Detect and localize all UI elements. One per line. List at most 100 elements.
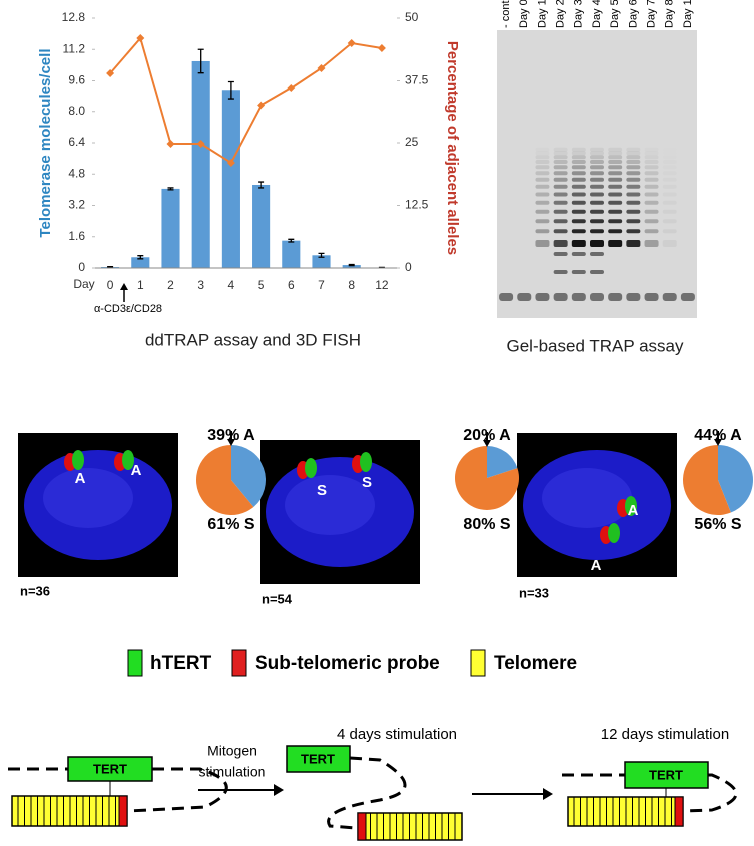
fish-n: n=33 (519, 585, 549, 600)
gel-band (644, 209, 659, 214)
line-marker (106, 69, 115, 77)
bar (221, 90, 240, 268)
x-tick-label: 3 (197, 278, 204, 292)
gel-band (553, 151, 568, 156)
fish-label: A (131, 462, 142, 479)
y-tick-label: 6.4 (68, 135, 85, 149)
bar (342, 265, 361, 268)
gel-band (571, 147, 586, 152)
y-tick-label: 9.6 (68, 73, 85, 87)
gel-band (499, 293, 514, 301)
gel-band (590, 192, 604, 197)
line-marker (377, 44, 386, 52)
stage-label: 12 days stimulation (601, 726, 729, 743)
gel-band (644, 293, 659, 301)
pie-slice (487, 446, 518, 478)
gel-band (553, 155, 568, 160)
legend-swatch (470, 649, 486, 677)
gel-band (626, 229, 641, 234)
error-bar (137, 255, 144, 260)
gel-band (608, 151, 623, 156)
gel-band (535, 160, 550, 164)
gel-band (590, 147, 604, 152)
gel-band (590, 177, 604, 182)
gene-box (286, 745, 351, 773)
bar (161, 188, 180, 268)
gel-band (626, 209, 641, 214)
gel-band (535, 151, 549, 155)
gel-band (590, 293, 604, 301)
gel-band (608, 184, 623, 189)
x-tick-label: 12 (375, 278, 389, 292)
gel-band (590, 171, 604, 176)
gel-band (553, 270, 568, 274)
gel-band (663, 193, 677, 197)
gel-band (571, 219, 586, 224)
gel-band (608, 219, 623, 224)
gel-band (663, 160, 677, 164)
y2-tick-label: 25 (405, 135, 419, 149)
y-label: Telomerase molecules/cell (37, 49, 54, 238)
pie-slice (683, 445, 731, 515)
gel-band (644, 184, 659, 189)
gel-band (644, 160, 659, 164)
gel-band (626, 219, 641, 224)
x-tick-label: 4 (228, 278, 235, 292)
gel-band (553, 229, 568, 234)
gel-band (553, 252, 568, 256)
gel-band (571, 252, 586, 256)
arrowhead (543, 788, 553, 800)
gene-box (624, 761, 709, 789)
lane-label: Day 6 (627, 0, 639, 28)
gel-band (553, 177, 568, 182)
gel-caption: Gel-based TRAP assay (506, 336, 684, 355)
x-tick-label: 1 (137, 278, 144, 292)
gel-band (663, 185, 677, 189)
nucleus-texture (43, 468, 133, 528)
bar (252, 184, 271, 268)
gel-band (553, 184, 568, 189)
telomeres (11, 795, 684, 841)
gel-band (663, 155, 677, 159)
gel-band (626, 147, 641, 152)
bar (131, 257, 150, 268)
gel-band (590, 165, 604, 170)
gel-band (571, 240, 586, 247)
gel-band (590, 240, 604, 247)
gel-band (644, 165, 659, 170)
nucleus-texture (542, 468, 632, 528)
subtelomere (674, 796, 684, 827)
gel-band (608, 177, 623, 182)
gel-band (590, 160, 604, 164)
lane-label: Day 12 (682, 0, 694, 28)
fish-label: A (75, 470, 86, 487)
annotation-arrowhead (120, 283, 128, 290)
gel-band (535, 192, 550, 197)
gel-band (517, 293, 532, 301)
gel-band (571, 155, 586, 160)
gel-band (644, 171, 659, 176)
gel-band (626, 151, 641, 156)
y-tick-label: 3.2 (68, 198, 85, 212)
error-bar (167, 187, 174, 191)
gel-band (626, 177, 641, 182)
gel-band (535, 184, 550, 189)
lane-label: Day 4 (591, 0, 603, 28)
gel-band (571, 177, 586, 182)
y2-tick-label: 12.5 (405, 198, 429, 212)
bar (191, 60, 210, 268)
lane-label: Day 0 (518, 0, 530, 28)
gene-label: TERT (93, 761, 127, 776)
bar (312, 255, 331, 268)
pie-label: 61% S (207, 516, 254, 533)
gel-band (590, 219, 604, 224)
hTERT-signal (122, 450, 134, 470)
gel-band (571, 200, 586, 205)
gel-band (663, 148, 677, 152)
gel-band (645, 155, 659, 159)
hTERT-signal (608, 523, 620, 543)
arrowhead (274, 784, 284, 796)
line-marker (166, 140, 175, 148)
y-tick-label: 11.2 (63, 41, 86, 55)
